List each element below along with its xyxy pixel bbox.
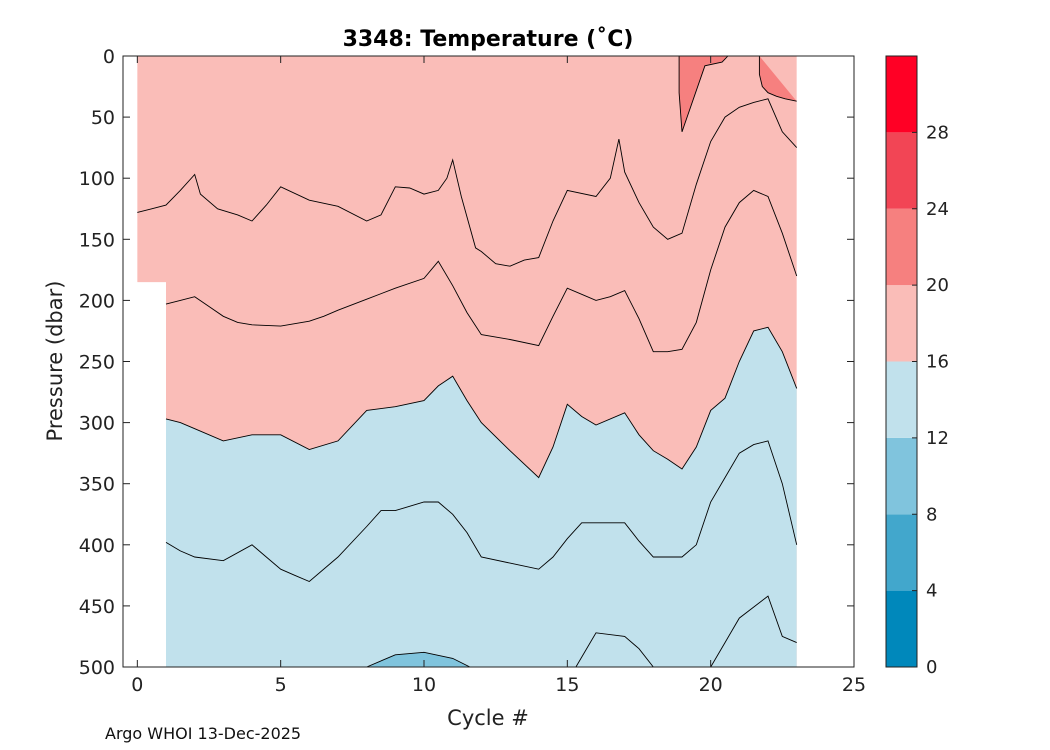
x-tick-label-25: 25 — [842, 674, 866, 696]
chart-title: 3348: Temperature (˚C) — [343, 27, 634, 52]
isotherm-8-line-4-1 — [165, 326, 798, 479]
colorbar-band-16-20 — [886, 285, 917, 362]
contour-fill-layer — [137, 56, 797, 667]
colorbar-tick-label-8: 8 — [926, 504, 937, 525]
colorbar-tick-label-12: 12 — [926, 428, 949, 449]
x-axis-ticks: 0 5 10 15 20 25 — [131, 56, 866, 696]
colorbar-tick-label-4: 4 — [926, 581, 937, 602]
isotherm-4-line-6-1 — [366, 651, 471, 668]
contour-band-8-12 — [366, 652, 470, 667]
y-tick-label-450: 450 — [79, 596, 115, 618]
contour-band-12-16 — [166, 327, 797, 667]
colorbar: 0 4 8 12 16 20 24 28 — [885, 55, 949, 678]
x-tick-label-20: 20 — [699, 674, 723, 696]
colorbar-tick-label-28: 28 — [926, 122, 949, 143]
contour-line-layer — [137, 55, 798, 668]
y-tick-label-50: 50 — [91, 107, 115, 129]
y-tick-label-400: 400 — [79, 535, 115, 557]
y-tick-label-250: 250 — [79, 352, 115, 374]
x-axis-label: Cycle # — [447, 706, 529, 730]
x-tick-label-5: 5 — [275, 674, 287, 696]
y-tick-label-300: 300 — [79, 413, 115, 435]
y-tick-label-0: 0 — [103, 46, 115, 68]
colorbar-tick-label-16: 16 — [926, 352, 949, 373]
colorbar-band-24-28 — [886, 132, 917, 209]
colorbar-band-4-8 — [886, 514, 917, 591]
y-axis-label: Pressure (dbar) — [43, 281, 67, 442]
plot-area: 0 5 10 15 20 25 0 50 100 150 200 250 300 350 400 450 50… — [79, 46, 866, 696]
y-tick-label-350: 350 — [79, 474, 115, 496]
isotherm-16-line-2-1 — [137, 98, 798, 267]
colorbar-tick-label-0: 0 — [926, 657, 937, 678]
y-tick-label-100: 100 — [79, 168, 115, 190]
colorbar-tick-label-20: 20 — [926, 275, 949, 296]
contour-band-20-24-patch-1 — [679, 56, 728, 132]
y-axis-ticks: 0 50 100 150 200 250 300 350 400 450 500 — [79, 46, 854, 679]
y-tick-label-500: 500 — [79, 657, 115, 679]
footer-credit: Argo WHOI 13-Dec-2025 — [105, 724, 302, 743]
isotherm-20-line-1-2 — [758, 56, 797, 102]
x-tick-label-10: 10 — [412, 674, 436, 696]
colorbar-band-12-16 — [886, 361, 917, 438]
isotherm-12-line-3-1 — [165, 189, 798, 353]
isotherm-8-line-5-1 — [165, 440, 798, 583]
isotherm-4-line-6-2 — [575, 632, 654, 668]
colorbar-band-8-12 — [886, 437, 917, 515]
colorbar-band-0-4 — [886, 590, 917, 667]
contour-band-20-24-patch-2 — [759, 56, 797, 102]
x-tick-label-0: 0 — [131, 674, 143, 696]
colorbar-tick-label-24: 24 — [926, 199, 949, 220]
isotherm-20-line-1-1 — [678, 55, 729, 132]
colorbar-band-28-32 — [886, 56, 917, 133]
y-tick-label-200: 200 — [79, 290, 115, 312]
isotherm-4-line-6-3 — [710, 595, 797, 668]
y-tick-label-150: 150 — [79, 229, 115, 251]
x-tick-label-15: 15 — [555, 674, 579, 696]
colorbar-band-20-24 — [886, 208, 917, 286]
